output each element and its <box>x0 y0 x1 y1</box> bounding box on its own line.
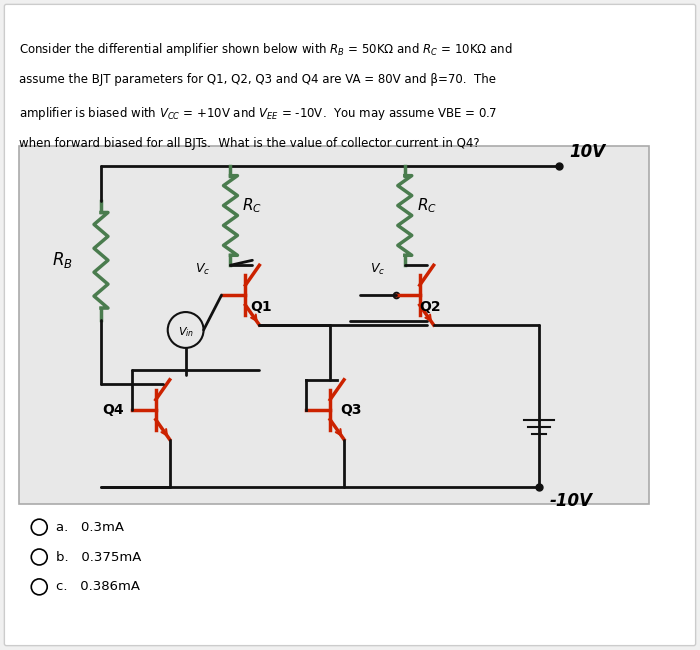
Text: Q3: Q3 <box>340 402 361 417</box>
FancyBboxPatch shape <box>4 5 696 645</box>
Text: $R_B$: $R_B$ <box>52 250 73 270</box>
Text: Q4: Q4 <box>102 402 124 417</box>
Text: assume the BJT parameters for Q1, Q2, Q3 and Q4 are VA = 80V and β=70.  The: assume the BJT parameters for Q1, Q2, Q3… <box>20 73 496 86</box>
Text: $V_{in}$: $V_{in}$ <box>178 325 194 339</box>
Text: -10V: -10V <box>550 492 592 510</box>
FancyBboxPatch shape <box>20 146 649 504</box>
Text: 10V: 10V <box>569 143 606 161</box>
Text: Q2: Q2 <box>420 300 441 314</box>
Text: b.   0.375mA: b. 0.375mA <box>56 551 141 564</box>
Text: when forward biased for all BJTs.  What is the value of collector current in Q4?: when forward biased for all BJTs. What i… <box>20 136 480 150</box>
Text: a.   0.3mA: a. 0.3mA <box>56 521 124 534</box>
Text: Consider the differential amplifier shown below with $R_B$ = 50KΩ and $R_C$ = 10: Consider the differential amplifier show… <box>20 41 513 58</box>
Text: $R_C$: $R_C$ <box>242 196 262 215</box>
Text: $V_c$: $V_c$ <box>195 262 211 277</box>
Text: amplifier is biased with $V_{CC}$ = +10V and $V_{EE}$ = -10V.  You may assume VB: amplifier is biased with $V_{CC}$ = +10V… <box>20 105 498 122</box>
Text: Q1: Q1 <box>251 300 272 314</box>
Text: $V_c$: $V_c$ <box>370 262 385 277</box>
Text: c.   0.386mA: c. 0.386mA <box>56 580 140 593</box>
Text: $R_C$: $R_C$ <box>416 196 437 215</box>
